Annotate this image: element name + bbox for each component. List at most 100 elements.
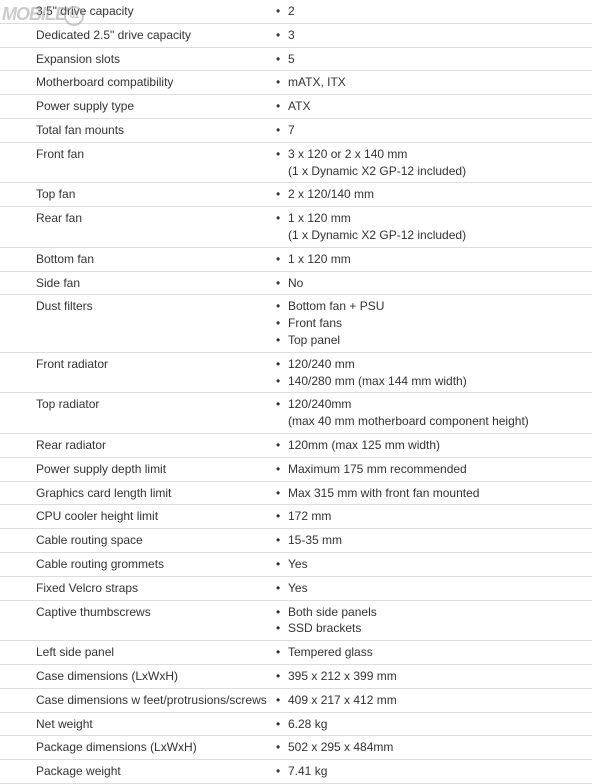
spec-value-line: • Top panel (276, 332, 588, 349)
spec-value-line: • Tempered glass (276, 644, 588, 661)
spec-value-line: • 120/240mm (276, 396, 588, 413)
table-row: Top radiator• 120/240mm(max 40 mm mother… (0, 393, 592, 434)
spec-value: • 1 x 120 mm (276, 247, 592, 271)
spec-label: Cable routing grommets (0, 552, 276, 576)
bullet-icon: • (276, 644, 288, 661)
spec-value-line: • Bottom fan + PSU (276, 298, 588, 315)
spec-value-line: • Front fans (276, 315, 588, 332)
spec-value-line: • Max 315 mm with front fan mounted (276, 485, 588, 502)
spec-value: • 3 (276, 23, 592, 47)
spec-value: • 395 x 212 x 399 mm (276, 664, 592, 688)
bullet-icon: • (276, 315, 288, 332)
bullet-icon: • (276, 580, 288, 597)
spec-label: Net weight (0, 712, 276, 736)
spec-value-line: • 7 (276, 122, 588, 139)
table-row: Expansion slots• 5 (0, 47, 592, 71)
bullet-icon: • (276, 298, 288, 315)
spec-table: 3.5" drive capacity• 2Dedicated 2.5" dri… (0, 0, 592, 784)
table-row: Front fan• 3 x 120 or 2 x 140 mm(1 x Dyn… (0, 142, 592, 183)
table-row: Package weight• 7.41 kg (0, 760, 592, 784)
spec-label: Cable routing space (0, 529, 276, 553)
bullet-icon: • (276, 122, 288, 139)
spec-label: Rear fan (0, 207, 276, 248)
spec-value: • 172 mm (276, 505, 592, 529)
table-row: Dedicated 2.5" drive capacity• 3 (0, 23, 592, 47)
table-row: Total fan mounts• 7 (0, 118, 592, 142)
spec-value-line: (max 40 mm motherboard component height) (276, 413, 588, 430)
spec-value-line: • Yes (276, 580, 588, 597)
spec-value: • 3 x 120 or 2 x 140 mm(1 x Dynamic X2 G… (276, 142, 592, 183)
bullet-icon: • (276, 186, 288, 203)
bullet-icon: • (276, 532, 288, 549)
spec-label: Front radiator (0, 352, 276, 393)
spec-label: Captive thumbscrews (0, 600, 276, 641)
bullet-icon: • (276, 275, 288, 292)
spec-value: • 120/240mm(max 40 mm motherboard compon… (276, 393, 592, 434)
table-row: Rear radiator• 120mm (max 125 mm width) (0, 433, 592, 457)
bullet-icon: • (276, 396, 288, 413)
table-row: Left side panel• Tempered glass (0, 641, 592, 665)
spec-label: Package dimensions (LxWxH) (0, 736, 276, 760)
spec-value-line: (1 x Dynamic X2 GP-12 included) (276, 163, 588, 180)
table-row: Captive thumbscrews• Both side panels• S… (0, 600, 592, 641)
spec-label: Case dimensions (LxWxH) (0, 664, 276, 688)
table-row: Rear fan• 1 x 120 mm(1 x Dynamic X2 GP-1… (0, 207, 592, 248)
spec-label: Dust filters (0, 295, 276, 352)
spec-value-line: • Yes (276, 556, 588, 573)
bullet-icon: • (276, 556, 288, 573)
spec-label: Motherboard compatibility (0, 71, 276, 95)
spec-value-line: • 395 x 212 x 399 mm (276, 668, 588, 685)
spec-value-line: • No (276, 275, 588, 292)
spec-label: Top radiator (0, 393, 276, 434)
spec-value: • No (276, 271, 592, 295)
bullet-icon: • (276, 437, 288, 454)
spec-value: • 7.41 kg (276, 760, 592, 784)
spec-value-line: • 502 x 295 x 484mm (276, 739, 588, 756)
spec-label: Dedicated 2.5" drive capacity (0, 23, 276, 47)
bullet-icon: • (276, 620, 288, 637)
spec-value-line: (1 x Dynamic X2 GP-12 included) (276, 227, 588, 244)
bullet-icon: • (276, 739, 288, 756)
bullet-icon: • (276, 668, 288, 685)
spec-label: 3.5" drive capacity (0, 0, 276, 23)
spec-value-line: • 172 mm (276, 508, 588, 525)
spec-value: • Tempered glass (276, 641, 592, 665)
spec-value-line: • SSD brackets (276, 620, 588, 637)
table-row: Graphics card length limit• Max 315 mm w… (0, 481, 592, 505)
table-row: Case dimensions (LxWxH)• 395 x 212 x 399… (0, 664, 592, 688)
table-row: Cable routing space• 15-35 mm (0, 529, 592, 553)
table-row: Power supply type• ATX (0, 95, 592, 119)
spec-label: Package weight (0, 760, 276, 784)
spec-value-line: • 1 x 120 mm (276, 251, 588, 268)
table-row: Side fan• No (0, 271, 592, 295)
spec-value: • Maximum 175 mm recommended (276, 457, 592, 481)
table-row: Bottom fan• 1 x 120 mm (0, 247, 592, 271)
spec-value-line: • 120/240 mm (276, 356, 588, 373)
table-row: Dust filters• Bottom fan + PSU• Front fa… (0, 295, 592, 352)
bullet-icon: • (276, 210, 288, 227)
spec-value-line: • Both side panels (276, 604, 588, 621)
spec-value: • 409 x 217 x 412 mm (276, 688, 592, 712)
bullet-icon: • (276, 373, 288, 390)
table-row: Case dimensions w feet/protrusions/screw… (0, 688, 592, 712)
bullet-icon: • (276, 461, 288, 478)
table-row: Power supply depth limit• Maximum 175 mm… (0, 457, 592, 481)
spec-value: • Yes (276, 576, 592, 600)
table-row: Cable routing grommets• Yes (0, 552, 592, 576)
spec-value: • 120/240 mm• 140/280 mm (max 144 mm wid… (276, 352, 592, 393)
spec-value-line: • 3 (276, 27, 588, 44)
table-row: Top fan• 2 x 120/140 mm (0, 183, 592, 207)
spec-value-line: • 140/280 mm (max 144 mm width) (276, 373, 588, 390)
spec-value: • 2 (276, 0, 592, 23)
spec-label: Power supply type (0, 95, 276, 119)
spec-label: Power supply depth limit (0, 457, 276, 481)
spec-label: Side fan (0, 271, 276, 295)
spec-value-line: • Maximum 175 mm recommended (276, 461, 588, 478)
spec-table-body: 3.5" drive capacity• 2Dedicated 2.5" dri… (0, 0, 592, 783)
bullet-icon: • (276, 485, 288, 502)
spec-label: CPU cooler height limit (0, 505, 276, 529)
spec-value: • 15-35 mm (276, 529, 592, 553)
table-row: Fixed Velcro straps• Yes (0, 576, 592, 600)
spec-label: Total fan mounts (0, 118, 276, 142)
bullet-icon: • (276, 51, 288, 68)
